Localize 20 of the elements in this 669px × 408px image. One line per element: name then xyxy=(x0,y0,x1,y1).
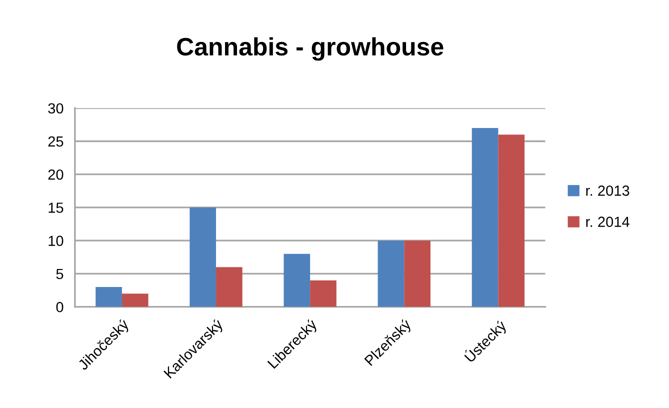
legend-label: r. 2014 xyxy=(586,216,630,228)
bar xyxy=(472,128,498,307)
bar xyxy=(378,240,404,307)
bar xyxy=(96,286,122,307)
bar xyxy=(310,280,336,307)
bar xyxy=(498,134,525,307)
y-tick-label: 15 xyxy=(48,202,64,213)
y-tick-label: 20 xyxy=(48,169,64,180)
legend-label: r. 2013 xyxy=(586,186,630,196)
y-tick-label: 30 xyxy=(48,103,64,114)
y-tick-label: 5 xyxy=(56,268,64,280)
bar xyxy=(404,240,430,307)
bar xyxy=(190,207,216,307)
y-tick-label: 0 xyxy=(56,302,64,312)
y-tick-label: 25 xyxy=(48,136,64,147)
bar xyxy=(122,294,148,307)
y-tick-label: 10 xyxy=(48,236,64,246)
bar xyxy=(216,267,242,307)
bar xyxy=(284,254,310,307)
chart-title: Cannabis - growhouse xyxy=(177,37,444,61)
